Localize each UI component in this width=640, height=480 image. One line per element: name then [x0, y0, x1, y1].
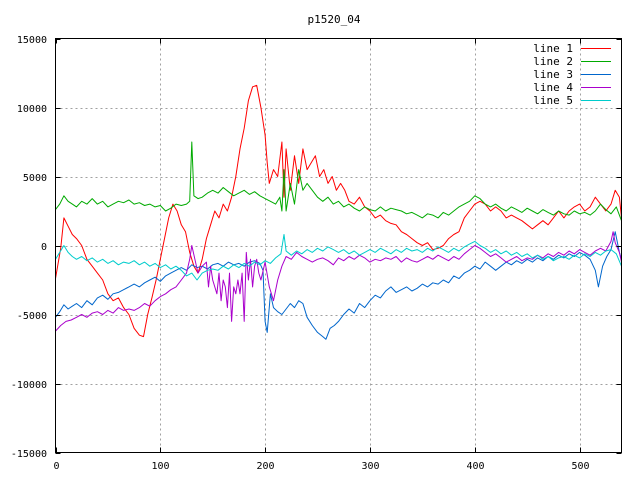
x-tick-label: 200	[256, 461, 274, 472]
y-tick-label: 0	[41, 242, 47, 253]
series-line-5	[55, 234, 622, 281]
chart-title: p1520_04	[308, 13, 361, 26]
y-tick-label: -5000	[17, 311, 47, 322]
y-tick-label: 15000	[17, 35, 47, 46]
series-line-3	[55, 231, 622, 340]
y-tick-label: 10000	[17, 104, 47, 115]
legend-label-3: line 3	[533, 68, 573, 81]
x-tick-label: 400	[466, 461, 484, 472]
legend-label-5: line 5	[533, 94, 573, 107]
legend-label-1: line 1	[533, 42, 573, 55]
axis-ticks: 0 100 200 300 400 500 -15000 -10000 -5000 0 5000 10…	[11, 35, 622, 472]
legend-label-4: line 4	[533, 81, 573, 94]
x-tick-label: 500	[571, 461, 589, 472]
x-tick-label: 100	[151, 461, 169, 472]
plot-frame	[55, 38, 622, 453]
y-tick-label: -10000	[11, 380, 47, 391]
x-tick-label: 0	[53, 461, 59, 472]
x-tick-label: 300	[361, 461, 379, 472]
series-line-2	[55, 141, 622, 221]
series-line-1	[55, 84, 622, 338]
y-tick-label: 5000	[23, 173, 47, 184]
legend-label-2: line 2	[533, 55, 573, 68]
series-line-4	[55, 231, 622, 332]
series-lines	[55, 84, 622, 340]
y-tick-label: -15000	[11, 449, 47, 460]
